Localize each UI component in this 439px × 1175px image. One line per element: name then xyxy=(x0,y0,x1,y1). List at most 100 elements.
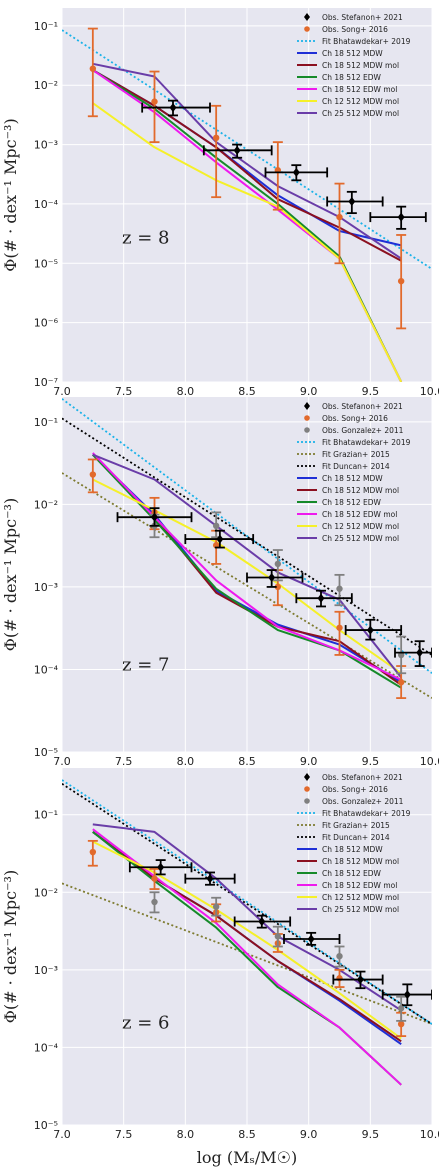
legend-label: Fit Grazian+ 2015 xyxy=(322,821,390,830)
data-point xyxy=(336,213,343,221)
data-point-diamond xyxy=(268,573,276,583)
series-line xyxy=(92,454,402,689)
plot-area xyxy=(62,398,432,699)
panel-3: 7.0 7.5 8.0 8.5 9.0 9.5 10.0 10⁻⁵ 10⁻⁴ 10⁻³ 10⁻² 10… xyxy=(1,768,439,1167)
y-tick-label: 10⁻² xyxy=(34,79,58,92)
y-tick-label: 10⁻⁵ xyxy=(34,746,58,759)
y-tick-label: 10⁻⁷ xyxy=(34,376,58,389)
x-tick-label: 8.5 xyxy=(238,1128,256,1141)
y-tick-label: 10⁻² xyxy=(34,498,58,511)
legend-label: Ch 18 512 EDW mol xyxy=(322,85,397,94)
data-point-diamond xyxy=(317,593,325,603)
legend-label: Obs. Stefanon+ 2021 xyxy=(322,402,403,411)
redshift-label: z = 8 xyxy=(122,228,169,249)
legend-label: Ch 25 512 MDW mol xyxy=(322,534,399,543)
legend-label: Fit Bhatawdekar+ 2019 xyxy=(322,438,411,447)
series-line xyxy=(92,831,402,1043)
x-tick-label: 10.0 xyxy=(420,1128,439,1141)
data-point xyxy=(151,875,158,882)
legend-label: Ch 18 512 MDW xyxy=(322,845,383,854)
legend-label: Ch 12 512 MDW mol xyxy=(322,522,399,531)
series-line xyxy=(92,62,402,260)
data-point xyxy=(336,952,343,960)
data-point xyxy=(336,624,343,631)
legend-label: Ch 18 512 MDW xyxy=(322,49,383,58)
legend-label: Fit Duncan+ 2014 xyxy=(322,833,390,842)
legend-label: Obs. Stefanon+ 2021 xyxy=(322,773,403,782)
legend-label: Ch 18 512 MDW mol xyxy=(322,857,399,866)
data-point xyxy=(397,277,405,285)
x-tick-label: 8.5 xyxy=(238,755,256,768)
y-tick-label: 10⁻⁴ xyxy=(34,663,59,676)
series-line xyxy=(92,453,402,679)
data-point xyxy=(89,65,97,72)
data-point-diamond xyxy=(307,934,315,944)
y-tick-label: 10⁻⁶ xyxy=(34,317,59,330)
x-tick-label: 10.0 xyxy=(420,755,439,768)
legend-swatch xyxy=(304,786,310,792)
data-point-diamond xyxy=(356,975,364,985)
x-tick-label: 7.0 xyxy=(53,755,71,768)
data-point-diamond xyxy=(206,874,214,884)
legend-swatch xyxy=(304,26,310,32)
series-line xyxy=(62,417,432,656)
x-tick-label: 8.5 xyxy=(238,385,256,398)
legend-label: Ch 18 512 MDW mol xyxy=(322,486,399,495)
series-line xyxy=(62,472,432,699)
legend-label: Ch 25 512 MDW mol xyxy=(322,109,399,118)
x-tick-label: 7.5 xyxy=(115,1128,133,1141)
legend-label: Ch 18 512 EDW xyxy=(322,498,382,507)
panel-2: 7.0 7.5 8.0 8.5 9.0 9.5 10.0 10⁻⁵ 10⁻⁴ 10⁻³ 10⁻² 10… xyxy=(1,397,439,768)
y-tick-label: 10⁻¹ xyxy=(34,416,58,429)
legend-swatch xyxy=(304,798,310,804)
data-point xyxy=(397,679,405,686)
data-point xyxy=(397,1005,405,1012)
y-tick-label: 10⁻² xyxy=(34,886,58,899)
data-point-diamond xyxy=(157,862,165,872)
y-tick-label: 10⁻¹ xyxy=(34,20,58,33)
legend-label: Fit Bhatawdekar+ 2019 xyxy=(322,37,411,46)
x-tick-label: 7.5 xyxy=(115,385,133,398)
data-point xyxy=(212,522,220,530)
y-axis-label: Φ(# · dex⁻¹ Mpc⁻³) xyxy=(1,118,20,271)
y-tick-label: 10⁻³ xyxy=(34,964,58,977)
data-point xyxy=(397,1020,405,1028)
redshift-label: z = 7 xyxy=(122,654,169,675)
y-axis-label: Φ(# · dex⁻¹ Mpc⁻³) xyxy=(1,870,20,1023)
legend-label: Fit Bhatawdekar+ 2019 xyxy=(322,809,411,818)
legend-label: Obs. Gonzalez+ 2011 xyxy=(322,797,404,806)
x-tick-label: 9.5 xyxy=(362,1128,380,1141)
data-point-diamond xyxy=(292,167,300,177)
data-point-diamond xyxy=(366,625,374,635)
legend-label: Ch 18 512 MDW xyxy=(322,474,383,483)
legend-swatch xyxy=(304,13,310,21)
data-point xyxy=(336,975,343,982)
y-tick-label: 10⁻⁵ xyxy=(34,1119,58,1132)
x-tick-label: 10.0 xyxy=(420,385,439,398)
x-tick-label: 7.5 xyxy=(115,755,133,768)
x-tick-label: 8.0 xyxy=(177,1128,195,1141)
legend-label: Ch 25 512 MDW mol xyxy=(322,905,399,914)
data-point xyxy=(212,134,220,142)
y-tick-label: 10⁻⁵ xyxy=(34,257,58,270)
y-tick-label: 10⁻³ xyxy=(34,581,58,594)
legend-swatch xyxy=(304,402,310,410)
legend-label: Fit Grazian+ 2015 xyxy=(322,450,390,459)
data-point-diamond xyxy=(216,534,224,544)
data-point xyxy=(274,933,282,940)
x-tick-label: 8.0 xyxy=(177,385,195,398)
y-tick-label: 10⁻³ xyxy=(34,139,58,152)
legend-label: Obs. Song+ 2016 xyxy=(322,414,388,423)
legend: Obs. Stefanon+ 2021 Obs. Song+ 2016 Obs. G… xyxy=(297,402,411,543)
data-point-diamond xyxy=(233,145,241,155)
redshift-label: z = 6 xyxy=(122,1013,169,1034)
data-point xyxy=(336,585,343,592)
y-tick-label: 10⁻⁴ xyxy=(34,198,59,211)
data-point-diamond xyxy=(258,917,266,927)
legend-label: Fit Duncan+ 2014 xyxy=(322,462,390,471)
data-point xyxy=(89,471,97,478)
data-point-diamond xyxy=(403,990,411,1000)
series-line xyxy=(92,69,402,262)
legend-label: Ch 12 512 MDW mol xyxy=(322,893,399,902)
